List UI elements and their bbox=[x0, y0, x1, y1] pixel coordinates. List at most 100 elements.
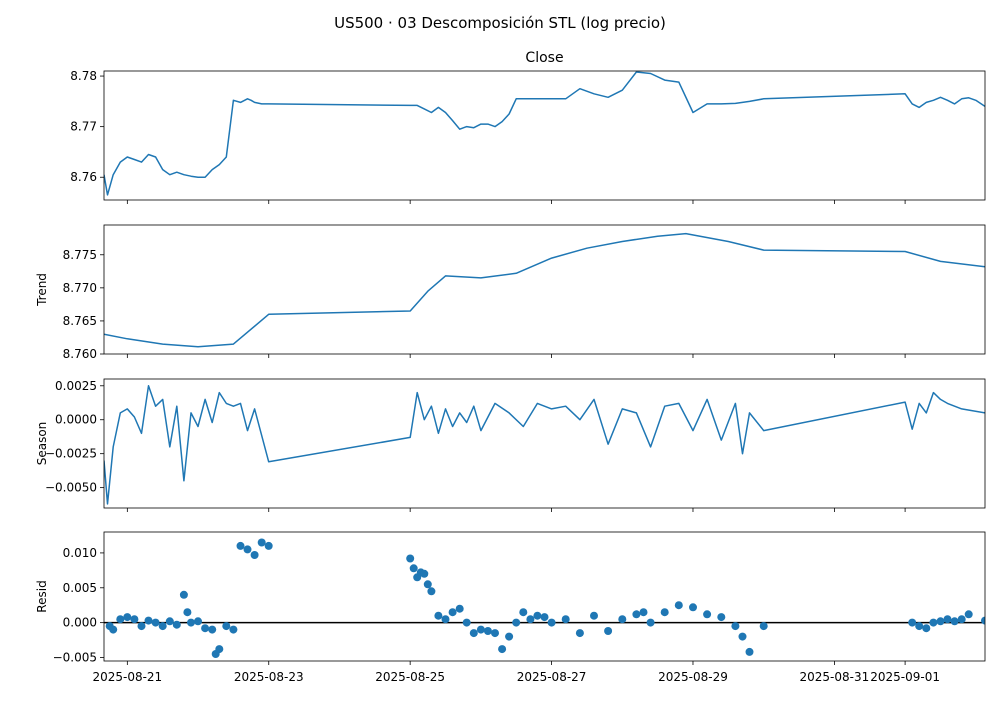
resid-point bbox=[469, 629, 478, 638]
resid-point bbox=[561, 615, 570, 624]
resid-point bbox=[590, 611, 598, 620]
resid-point bbox=[187, 618, 195, 627]
resid-point bbox=[512, 618, 521, 627]
panel-season-frame bbox=[103, 378, 986, 509]
panel-resid-ytick-label: 0.010 bbox=[63, 546, 97, 560]
resid-point bbox=[950, 617, 959, 626]
panel-trend-ylabel: Trend bbox=[35, 273, 49, 307]
panel-close-title: Close bbox=[525, 50, 563, 66]
resid-point bbox=[575, 629, 584, 638]
resid-point bbox=[505, 632, 514, 641]
resid-point bbox=[250, 551, 259, 559]
panels-group: 8.76 8.77 8.78 Close 8.760 8.765 8.770 8.775 Tre… bbox=[35, 50, 986, 684]
resid-point bbox=[172, 620, 181, 629]
resid-point bbox=[441, 615, 450, 624]
resid-point bbox=[519, 608, 528, 617]
x-tick-label: 2025-08-29 bbox=[658, 670, 728, 684]
resid-point bbox=[745, 647, 754, 656]
resid-point bbox=[423, 580, 432, 589]
resid-point bbox=[409, 564, 418, 573]
x-tick-label: 2025-08-27 bbox=[517, 670, 587, 684]
panel-season: −0.0050 −0.0025 0.0000 0.0025 Season bbox=[35, 378, 986, 512]
resid-point bbox=[201, 624, 210, 633]
resid-point bbox=[618, 615, 627, 624]
panel-season-ytick-label: 0.0025 bbox=[55, 379, 97, 393]
resid-point bbox=[455, 604, 464, 613]
panel-resid-ytick-label: −0.005 bbox=[53, 651, 97, 665]
panel-season-series-line bbox=[104, 385, 985, 505]
panel-trend-series-line bbox=[104, 232, 985, 348]
resid-point bbox=[547, 618, 556, 627]
resid-point bbox=[483, 627, 492, 635]
resid-point bbox=[137, 622, 146, 631]
resid-point bbox=[130, 615, 139, 624]
resid-point bbox=[491, 629, 499, 638]
panel-season-ylabel: Season bbox=[35, 422, 49, 466]
panel-resid: −0.005 0.000 0.005 0.010 2025-08-21 2025-08-2… bbox=[35, 531, 986, 684]
resid-point bbox=[406, 554, 415, 563]
resid-point bbox=[476, 625, 485, 634]
resid-point bbox=[208, 625, 217, 634]
resid-point bbox=[109, 625, 118, 634]
panel-close-ytick-label: 8.78 bbox=[70, 69, 97, 83]
resid-point bbox=[526, 615, 535, 624]
resid-point bbox=[632, 610, 641, 619]
resid-point bbox=[498, 645, 507, 654]
resid-point bbox=[540, 613, 549, 622]
resid-point bbox=[215, 645, 224, 654]
figure-suptitle: US500 · 03 Descomposición STL (log preci… bbox=[334, 14, 666, 32]
resid-point bbox=[183, 608, 192, 617]
x-tick-label: 2025-08-31 bbox=[800, 670, 870, 684]
resid-point bbox=[165, 617, 174, 626]
resid-point bbox=[964, 610, 973, 619]
resid-point bbox=[759, 622, 768, 631]
resid-point bbox=[660, 608, 669, 617]
panel-trend: 8.760 8.765 8.770 8.775 Trend bbox=[35, 224, 986, 361]
resid-point bbox=[123, 613, 132, 622]
resid-point bbox=[731, 622, 740, 631]
panel-trend-frame bbox=[103, 224, 986, 355]
resid-point bbox=[674, 601, 683, 610]
resid-point bbox=[957, 615, 966, 624]
x-tick-label: 2025-09-01 bbox=[870, 670, 940, 684]
resid-point bbox=[427, 587, 436, 596]
resid-point bbox=[194, 617, 202, 626]
panel-resid-ylabel: Resid bbox=[35, 580, 49, 612]
resid-point bbox=[533, 611, 542, 620]
panel-season-ytick-label: −0.0025 bbox=[45, 447, 97, 461]
resid-point bbox=[243, 545, 252, 554]
panel-close: 8.76 8.77 8.78 Close bbox=[70, 50, 986, 204]
panel-resid-ytick-label: 0.005 bbox=[63, 581, 97, 595]
resid-point bbox=[236, 541, 245, 550]
resid-point bbox=[462, 618, 471, 627]
panel-trend-ytick-label: 8.760 bbox=[63, 347, 97, 361]
panel-trend-ytick-label: 8.765 bbox=[63, 314, 97, 328]
resid-point bbox=[116, 615, 125, 624]
resid-point bbox=[981, 616, 985, 625]
x-tick-label: 2025-08-23 bbox=[234, 670, 304, 684]
resid-point bbox=[646, 618, 655, 627]
resid-point bbox=[158, 622, 167, 631]
resid-point bbox=[151, 618, 160, 627]
resid-point bbox=[639, 608, 648, 617]
panel-resid-points bbox=[105, 538, 985, 658]
resid-point bbox=[229, 625, 238, 634]
resid-point bbox=[936, 617, 945, 626]
resid-point bbox=[689, 603, 697, 612]
panel-resid-ytick-label: 0.000 bbox=[63, 616, 97, 630]
resid-point bbox=[434, 611, 443, 620]
panel-close-series-line bbox=[104, 71, 985, 196]
resid-point bbox=[179, 590, 188, 599]
resid-point bbox=[264, 541, 273, 550]
resid-point bbox=[922, 624, 931, 633]
panel-trend-ytick-label: 8.775 bbox=[63, 248, 97, 262]
x-tick-label: 2025-08-25 bbox=[375, 670, 445, 684]
panel-season-ytick-label: 0.0000 bbox=[55, 413, 97, 427]
panel-close-ytick-label: 8.76 bbox=[70, 170, 97, 184]
panel-resid-frame bbox=[103, 531, 986, 662]
resid-point bbox=[908, 618, 917, 627]
resid-point bbox=[448, 608, 457, 617]
panel-close-ytick-label: 8.77 bbox=[70, 120, 97, 134]
resid-point bbox=[420, 569, 429, 578]
